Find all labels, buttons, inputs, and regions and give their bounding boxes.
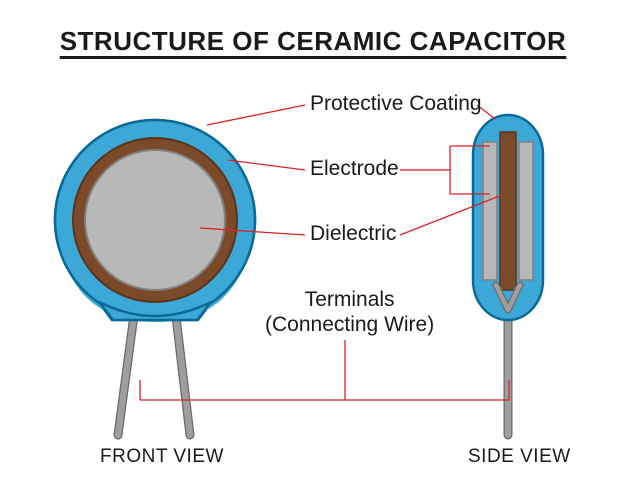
- label-electrode: Electrode: [310, 157, 399, 181]
- label-terminals-line2: (Connecting Wire): [265, 313, 434, 336]
- front-dielectric: [85, 150, 225, 290]
- front-view-label: FRONT VIEW: [100, 446, 224, 468]
- side-view: [473, 115, 543, 435]
- front-view: [55, 120, 255, 435]
- label-dielectric: Dielectric: [310, 222, 396, 246]
- side-electrode: [500, 132, 516, 290]
- label-protective-coating: Protective Coating: [310, 92, 482, 116]
- side-dielectric-left: [483, 142, 497, 280]
- label-terminals: Terminals (Connecting Wire): [265, 287, 434, 337]
- side-dielectric-right: [519, 142, 533, 280]
- capacitor-diagram: [0, 0, 626, 501]
- label-terminals-line1: Terminals: [305, 288, 395, 311]
- side-view-label: SIDE VIEW: [468, 446, 571, 468]
